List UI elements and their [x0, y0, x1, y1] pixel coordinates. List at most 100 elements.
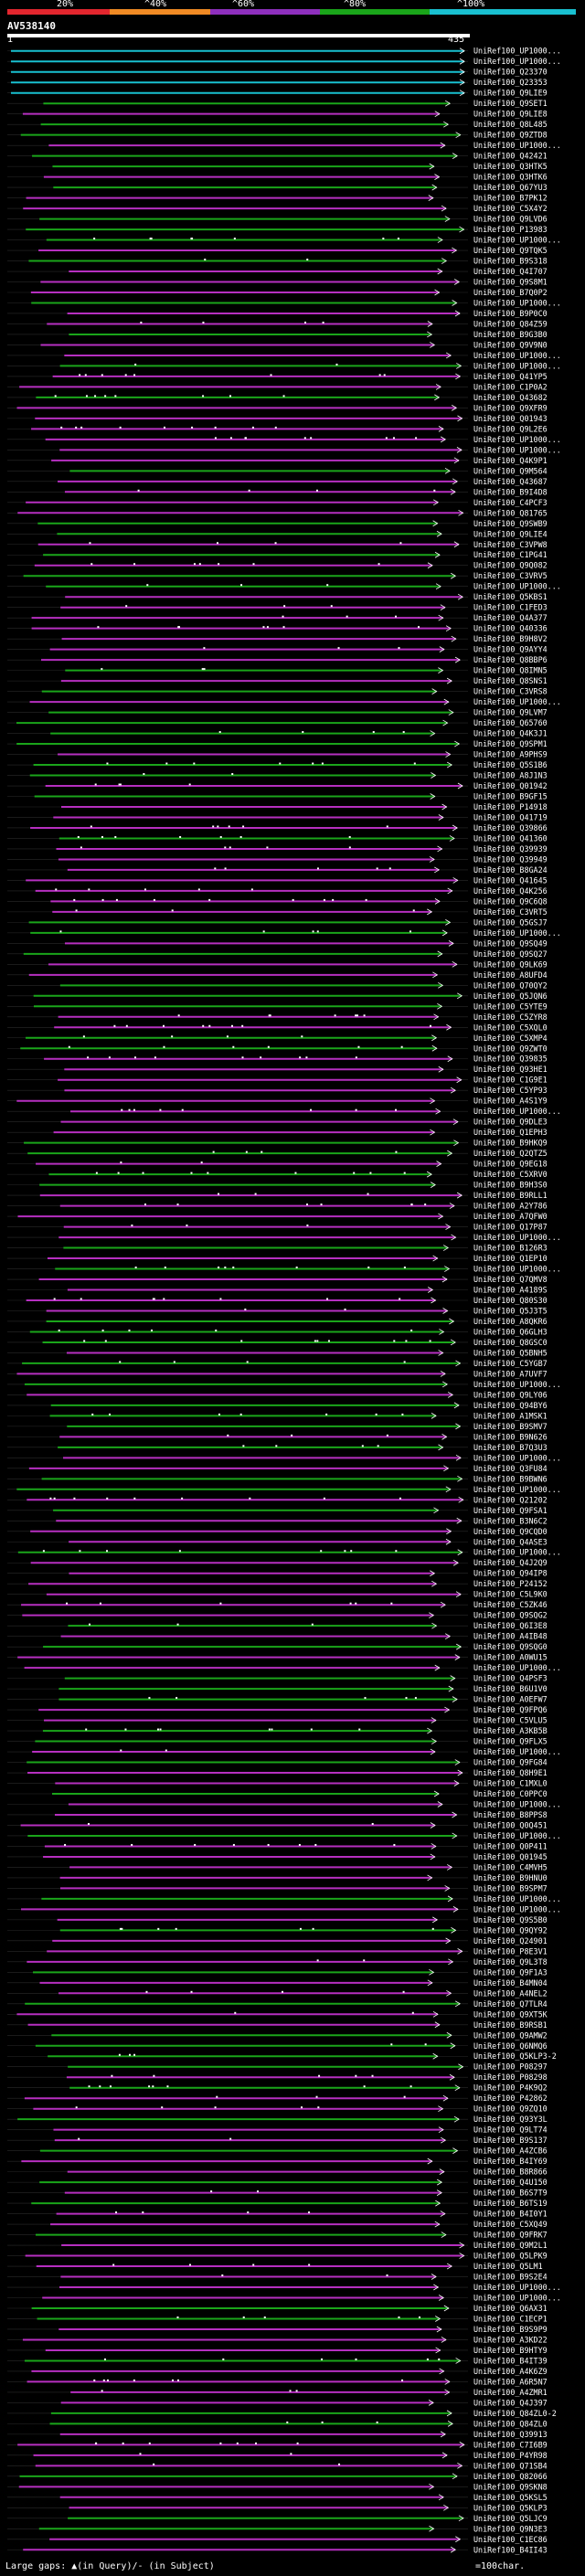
hit-label[interactable]: UniRef100_Q41360: [473, 833, 548, 843]
hit-label[interactable]: UniRef100_C5L9K0: [473, 1590, 548, 1599]
hit-label[interactable]: UniRef100_Q82066: [473, 2472, 548, 2481]
hit-label[interactable]: UniRef100_B8PPS8: [473, 1810, 548, 1819]
hit-label[interactable]: UniRef100_Q9V9N0: [473, 340, 548, 349]
hit-label[interactable]: UniRef100_Q8SNS1: [473, 676, 548, 685]
hit-label[interactable]: UniRef100_C5ZK46: [473, 1600, 548, 1609]
hit-label[interactable]: UniRef100_Q9FPQ6: [473, 1705, 548, 1714]
hit-label[interactable]: UniRef100_C5XQL0: [473, 1023, 548, 1032]
hit-label[interactable]: UniRef100_B8GA24: [473, 865, 548, 875]
hit-label[interactable]: UniRef100_Q23353: [473, 78, 548, 87]
hit-label[interactable]: UniRef100_UP1000...: [473, 351, 561, 360]
hit-label[interactable]: UniRef100_Q4ASE3: [473, 1537, 548, 1546]
hit-label[interactable]: UniRef100_A0WU15: [473, 1653, 548, 1662]
hit-label[interactable]: UniRef100_Q0P411: [473, 1841, 548, 1850]
hit-label[interactable]: UniRef100_UP1000...: [473, 1107, 561, 1116]
hit-label[interactable]: UniRef100_Q4K9P1: [473, 456, 548, 465]
hit-label[interactable]: UniRef100_Q81765: [473, 508, 548, 517]
hit-label[interactable]: UniRef100_UP1000...: [473, 1485, 561, 1494]
hit-label[interactable]: UniRef100_Q65760: [473, 718, 548, 727]
hit-label[interactable]: UniRef100_B9RLL1: [473, 1191, 548, 1200]
hit-label[interactable]: UniRef100_P13983: [473, 225, 548, 234]
hit-label[interactable]: UniRef100_P8E3V1: [473, 1946, 548, 1956]
hit-label[interactable]: UniRef100_Q9SQ27: [473, 949, 548, 959]
hit-label[interactable]: UniRef100_Q9L2E6: [473, 424, 548, 433]
hit-label[interactable]: UniRef100_B9G3B0: [473, 330, 548, 339]
hit-label[interactable]: UniRef100_UP1000...: [473, 445, 561, 454]
hit-label[interactable]: UniRef100_Q5KLP3-2: [473, 2051, 557, 2061]
hit-label[interactable]: UniRef100_UP1000...: [473, 1799, 561, 1808]
hit-label[interactable]: UniRef100_C5XMP4: [473, 1034, 548, 1043]
hit-label[interactable]: UniRef100_Q3HTK5: [473, 162, 548, 171]
hit-label[interactable]: UniRef100_C3VRV5: [473, 571, 548, 580]
hit-label[interactable]: UniRef100_A8UFD4: [473, 970, 548, 980]
hit-label[interactable]: UniRef100_Q9LK69: [473, 959, 548, 969]
hit-label[interactable]: UniRef100_Q4J2Q9: [473, 1558, 548, 1567]
hit-label[interactable]: UniRef100_B6TS19: [473, 2199, 548, 2208]
hit-label[interactable]: UniRef100_B8R866: [473, 2168, 548, 2177]
hit-label[interactable]: UniRef100_B7Q3U3: [473, 1443, 548, 1452]
hit-label[interactable]: UniRef100_Q9SQ49: [473, 938, 548, 948]
hit-label[interactable]: UniRef100_B9H3S0: [473, 1181, 548, 1190]
hit-label[interactable]: UniRef100_C5YGB7: [473, 1359, 548, 1368]
hit-label[interactable]: UniRef100_A4NEL2: [473, 1988, 548, 1998]
hit-label[interactable]: UniRef100_UP1000...: [473, 361, 561, 370]
hit-label[interactable]: UniRef100_Q39949: [473, 854, 548, 864]
hit-label[interactable]: UniRef100_Q21202: [473, 1495, 548, 1504]
hit-label[interactable]: UniRef100_B9HKQ9: [473, 1139, 548, 1148]
hit-label[interactable]: UniRef100_Q71SB4: [473, 2461, 548, 2470]
hit-label[interactable]: UniRef100_P08298: [473, 2072, 548, 2082]
hit-label[interactable]: UniRef100_Q42421: [473, 152, 548, 161]
hit-label[interactable]: UniRef100_P42862: [473, 2094, 548, 2103]
hit-label[interactable]: UniRef100_Q9CQD0: [473, 1527, 548, 1536]
hit-label[interactable]: UniRef100_P08297: [473, 2062, 548, 2072]
hit-label[interactable]: UniRef100_Q43682: [473, 393, 548, 402]
hit-label[interactable]: UniRef100_Q67YU3: [473, 183, 548, 192]
hit-label[interactable]: UniRef100_Q84ZL0-2: [473, 2409, 557, 2418]
hit-label[interactable]: UniRef100_Q6GLH3: [473, 1327, 548, 1336]
hit-label[interactable]: UniRef100_Q5J3T5: [473, 1306, 548, 1315]
hit-label[interactable]: UniRef100_UP1000...: [473, 1548, 561, 1557]
hit-label[interactable]: UniRef100_Q5JQN6: [473, 991, 548, 1001]
hit-label[interactable]: UniRef100_Q9ZWT0: [473, 1044, 548, 1053]
hit-label[interactable]: UniRef100_UP1000...: [473, 1831, 561, 1840]
hit-label[interactable]: UniRef100_B9SMV7: [473, 1422, 548, 1431]
hit-label[interactable]: UniRef100_Q5BNH5: [473, 1348, 548, 1357]
hit-label[interactable]: UniRef100_B9S137: [473, 2136, 548, 2145]
hit-label[interactable]: UniRef100_P24152: [473, 1579, 548, 1588]
hit-label[interactable]: UniRef100_C5ZYR8: [473, 1012, 548, 1022]
hit-label[interactable]: UniRef100_UP1000...: [473, 141, 561, 150]
hit-label[interactable]: UniRef100_B4I0Y1: [473, 2210, 548, 2219]
hit-label[interactable]: UniRef100_Q84ZL0: [473, 2419, 548, 2428]
hit-label[interactable]: UniRef100_Q93Y3L: [473, 2115, 548, 2124]
hit-label[interactable]: UniRef100_Q01945: [473, 1852, 548, 1861]
hit-label[interactable]: UniRef100_Q9AYY4: [473, 645, 548, 654]
hit-label[interactable]: UniRef100_Q9AMW2: [473, 2030, 548, 2040]
hit-label[interactable]: UniRef100_Q9LIE4: [473, 529, 548, 538]
hit-label[interactable]: UniRef100_C5XQ49: [473, 2220, 548, 2229]
hit-label[interactable]: UniRef100_C3VRS8: [473, 687, 548, 696]
hit-label[interactable]: UniRef100_UP1000...: [473, 582, 561, 591]
hit-label[interactable]: UniRef100_Q8BBP6: [473, 655, 548, 664]
hit-label[interactable]: UniRef100_Q9EG18: [473, 1160, 548, 1169]
hit-label[interactable]: UniRef100_Q4K3J1: [473, 729, 548, 738]
hit-label[interactable]: UniRef100_Q39939: [473, 844, 548, 853]
hit-label[interactable]: UniRef100_Q8GSC0: [473, 1338, 548, 1347]
hit-label[interactable]: UniRef100_Q39913: [473, 2430, 548, 2439]
hit-label[interactable]: UniRef100_A4189S: [473, 1286, 548, 1295]
hit-label[interactable]: UniRef100_C4PCF3: [473, 498, 548, 507]
hit-label[interactable]: UniRef100_C5VLU5: [473, 1716, 548, 1725]
hit-label[interactable]: UniRef100_UP1000...: [473, 697, 561, 706]
hit-label[interactable]: UniRef100_A4IB48: [473, 1632, 548, 1641]
hit-label[interactable]: UniRef100_Q9ZQ10: [473, 2104, 548, 2114]
hit-label[interactable]: UniRef100_Q5S1B6: [473, 760, 548, 769]
hit-label[interactable]: UniRef100_Q9DLE3: [473, 1118, 548, 1127]
hit-label[interactable]: UniRef100_UP1000...: [473, 1453, 561, 1462]
hit-label[interactable]: UniRef100_C5YP93: [473, 1086, 548, 1095]
hit-label[interactable]: UniRef100_B9H8V2: [473, 634, 548, 643]
hit-label[interactable]: UniRef100_Q43687: [473, 477, 548, 486]
hit-label[interactable]: UniRef100_Q9FLX5: [473, 1737, 548, 1746]
hit-label[interactable]: UniRef100_Q23370: [473, 68, 548, 77]
hit-label[interactable]: UniRef100_Q9LY06: [473, 1390, 548, 1399]
hit-label[interactable]: UniRef100_Q7TLR4: [473, 1999, 548, 2009]
hit-label[interactable]: UniRef100_P14918: [473, 802, 548, 811]
